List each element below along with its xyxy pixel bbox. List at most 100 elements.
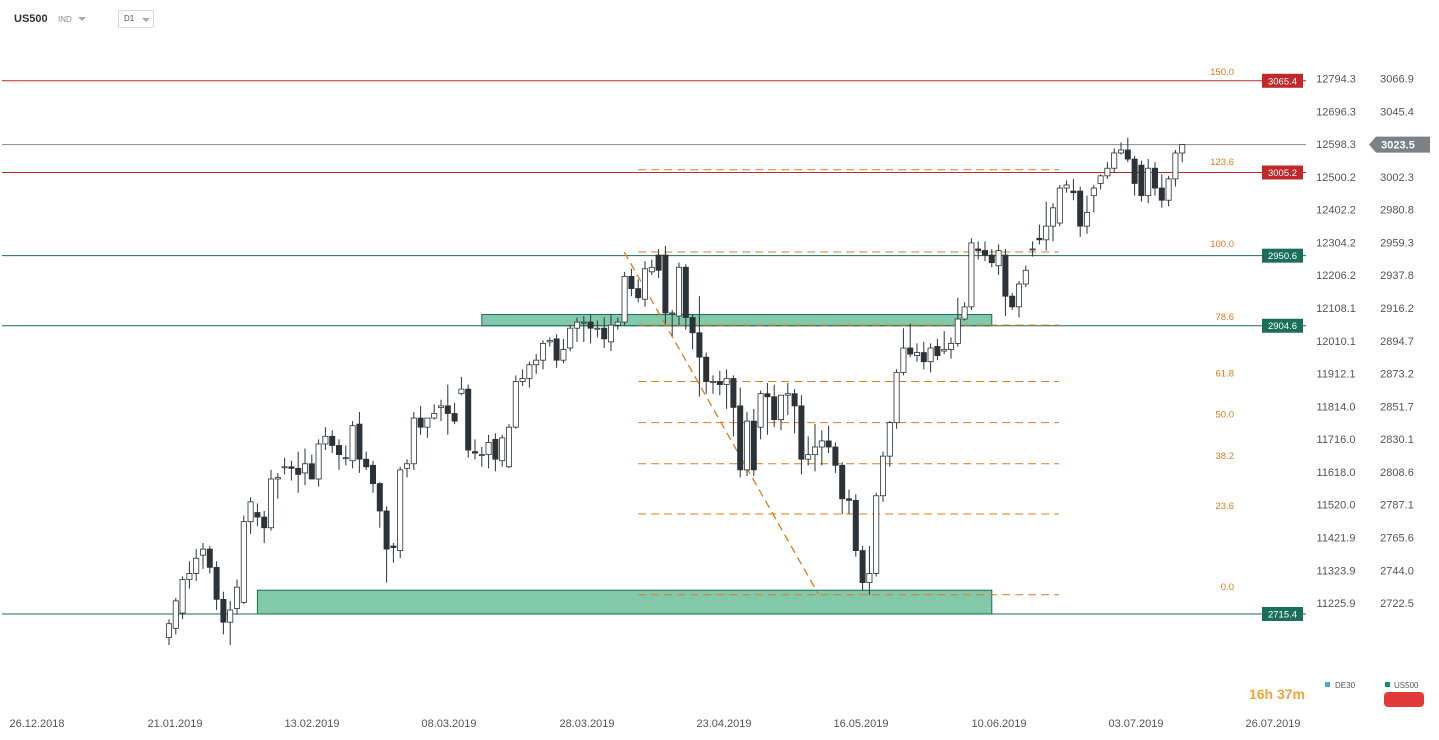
support-level-tag [1262,606,1303,621]
candle-body [213,566,220,600]
candle [1158,174,1165,208]
right-axis-tick-label: 2916.2 [1380,303,1414,315]
candle-body [682,266,689,318]
candle [825,425,832,454]
timeframe-label: D1 [124,14,135,23]
candle-body [1036,237,1043,241]
candle [1138,160,1145,202]
resistance-level-label: 3065.4 [1268,76,1297,87]
support-level-tag [1262,318,1303,333]
right-axis-tick-label: 2851.7 [1380,401,1414,413]
candle-body [757,393,764,428]
remove-instrument-button[interactable] [1384,692,1424,707]
right-axis-tick-label: 2894.7 [1380,336,1414,348]
candle-body [1084,212,1091,227]
candle-body [335,445,342,456]
legend-swatch-us500 [1385,682,1390,687]
candle [165,619,172,646]
x-axis-tick-label: 08.03.2019 [421,718,476,730]
candle [893,369,900,429]
fib-level-label: 38.2 [1216,451,1235,462]
candle-body [587,321,594,329]
symbol-label[interactable]: US500 [14,13,48,25]
candle-body [1179,144,1186,154]
fib-level-label: 100.0 [1210,239,1234,250]
right-axis-tick-label: 2830.1 [1380,434,1414,446]
candle [512,375,519,429]
candle-body [696,332,703,358]
candle [403,459,410,478]
candle [1022,265,1029,288]
candle [308,454,315,480]
candle [315,439,322,487]
left-axis-tick-label: 11912.1 [1317,369,1356,381]
candle [240,515,247,604]
symbol-dropdown-icon[interactable] [78,17,86,21]
candle-body [1165,178,1172,201]
candle [852,494,859,557]
x-axis-tick-label: 26.12.2018 [9,718,64,730]
right-axis-tick-label: 2744.0 [1380,565,1414,577]
candle [676,262,683,326]
candle [553,334,560,368]
candle-body [635,288,642,299]
candle-body [424,417,431,428]
candle [431,404,438,420]
support-zone [481,313,993,327]
candle [784,383,791,416]
candle-body [628,275,635,289]
candle [301,448,308,486]
candle-body [206,548,213,568]
candle-body [1104,167,1111,177]
candle-body [465,388,472,451]
candle-body [458,388,465,395]
candle-body [716,381,723,385]
candle-body [1070,190,1077,194]
candle-body [825,440,832,448]
candle-body [499,437,506,462]
candle-body [308,463,315,480]
candle-body [1138,164,1145,197]
left-axis-tick-label: 12402.2 [1316,205,1356,217]
candle [1070,178,1077,201]
candle-body [655,254,662,271]
candle-body [975,248,982,251]
candle-body [893,371,900,424]
candle [859,546,866,591]
candle-body [410,417,417,465]
candle [1050,203,1057,242]
candle [614,317,621,330]
candle [628,268,635,297]
candle-body [1152,167,1159,189]
candle-body [567,327,574,349]
candle [839,462,846,515]
candle [492,433,499,472]
candle-body [988,254,995,264]
candle [1043,201,1050,251]
candle-body [533,359,540,366]
candle-body [859,550,866,583]
candle-body [941,349,948,352]
candle [832,442,839,473]
left-axis-tick-label: 11716.0 [1317,434,1356,446]
candle-body [608,324,615,343]
candle-body [805,454,812,460]
x-axis-tick-label: 23.04.2019 [696,718,751,730]
candle [988,248,995,268]
timeframe-select[interactable]: D1 [118,10,154,28]
candle [186,561,193,589]
candle [948,337,955,359]
candle [444,384,451,435]
candle [247,497,254,534]
candle-body [737,405,744,471]
candle-body [676,266,683,317]
candle-body [267,478,274,529]
candle [193,549,200,582]
candle [424,417,431,438]
candle-body [560,349,567,361]
candle-body [342,457,349,460]
candle-body [689,317,696,334]
candle-body [778,394,785,420]
candle [1016,280,1023,318]
